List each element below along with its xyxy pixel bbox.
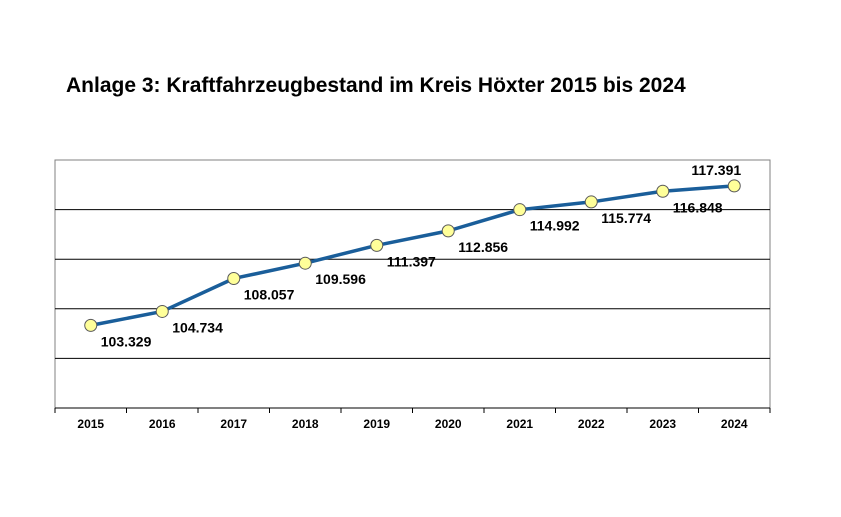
axis-layer: 2015 2016 2017 2018 2019 2020 2021 2022 2023 2024 xyxy=(54,407,771,431)
series-layer xyxy=(89,184,736,328)
data-label: 112.856 xyxy=(458,239,508,255)
data-point xyxy=(584,195,598,209)
x-tick-label: 2024 xyxy=(721,417,748,431)
x-tick-label: 2023 xyxy=(649,417,676,431)
data-point xyxy=(227,271,241,285)
x-tick-label: 2022 xyxy=(578,417,605,431)
x-tick-label: 2017 xyxy=(220,417,247,431)
data-label: 103.329 xyxy=(101,333,152,349)
x-tick-label: 2019 xyxy=(363,417,390,431)
data-point xyxy=(370,238,384,252)
data-label: 114.992 xyxy=(530,218,580,234)
data-point xyxy=(656,184,670,198)
data-point xyxy=(84,318,98,332)
data-label: 111.397 xyxy=(387,253,436,269)
x-tick-label: 2018 xyxy=(292,417,319,431)
series-line xyxy=(89,184,736,328)
data-point xyxy=(727,179,741,193)
data-label: 109.596 xyxy=(315,271,366,287)
data-point xyxy=(513,203,527,217)
x-tick-label: 2021 xyxy=(506,417,533,431)
data-point xyxy=(298,256,312,270)
data-label: 116.848 xyxy=(673,199,723,215)
x-tick-label: 2016 xyxy=(149,417,176,431)
data-label: 117.391 xyxy=(691,162,741,178)
data-point xyxy=(155,304,169,318)
data-label: 115.774 xyxy=(601,210,651,226)
marker-layer xyxy=(84,179,741,332)
x-tick-label: 2015 xyxy=(77,417,104,431)
chart-title: Anlage 3: Kraftfahrzeugbestand im Kreis … xyxy=(66,74,686,97)
data-label: 108.057 xyxy=(244,286,295,302)
x-tick-label: 2020 xyxy=(435,417,462,431)
label-layer: 103.329 104.734 108.057 109.596 111.397 112.8… xyxy=(101,162,742,349)
data-point xyxy=(441,224,455,238)
data-label: 104.734 xyxy=(172,319,223,335)
grid-layer xyxy=(54,159,771,409)
